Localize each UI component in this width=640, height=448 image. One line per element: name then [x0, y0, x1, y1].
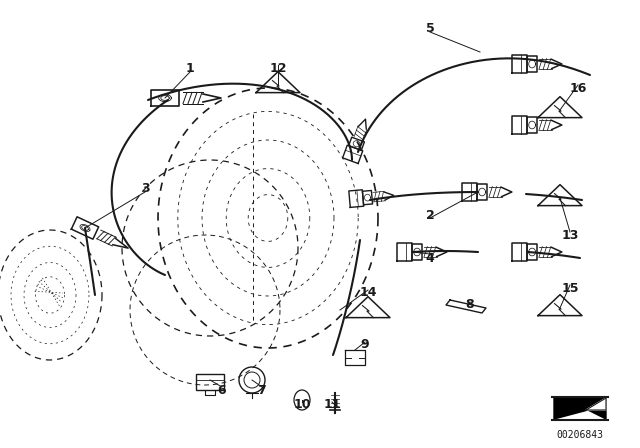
Polygon shape [554, 398, 606, 419]
Text: 2: 2 [426, 208, 435, 221]
Text: 1: 1 [186, 61, 195, 74]
Text: 6: 6 [218, 383, 227, 396]
Text: 15: 15 [561, 281, 579, 294]
Text: 12: 12 [269, 61, 287, 74]
Text: 7: 7 [258, 383, 266, 396]
Text: 13: 13 [561, 228, 579, 241]
Text: 4: 4 [426, 251, 435, 264]
Text: 3: 3 [141, 181, 149, 194]
Text: 16: 16 [570, 82, 587, 95]
Polygon shape [586, 398, 606, 410]
Text: 14: 14 [359, 285, 377, 298]
Text: 11: 11 [323, 399, 340, 412]
Text: 9: 9 [361, 339, 369, 352]
Text: 00206843: 00206843 [557, 430, 604, 440]
Text: 10: 10 [293, 399, 311, 412]
Text: 8: 8 [466, 298, 474, 311]
Text: 5: 5 [426, 22, 435, 34]
